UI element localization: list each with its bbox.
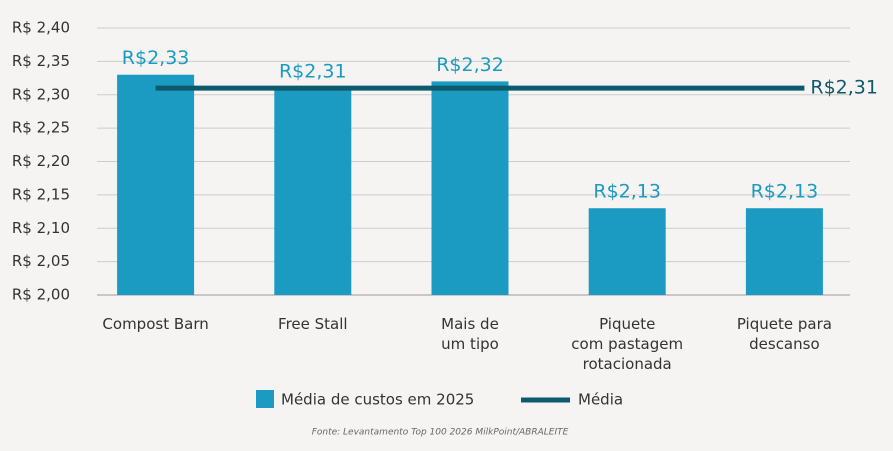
legend-label: Média de custos em 2025	[281, 391, 474, 409]
bar	[274, 88, 352, 295]
bar	[588, 208, 666, 295]
y-tick-label: R$ 2,30	[12, 85, 70, 103]
value-label: R$2,13	[751, 181, 819, 203]
bar	[745, 208, 823, 295]
y-tick-label: R$ 2,15	[12, 185, 70, 203]
y-tick-label: R$ 2,35	[12, 52, 70, 70]
source: Fonte: Levantamento Top 100 2026 MilkPoi…	[312, 428, 569, 438]
y-tick-label: R$ 2,25	[12, 119, 70, 137]
value-label: R$2,31	[279, 61, 347, 83]
x-tick-label: Piquete com pastagem rotacionada	[571, 315, 684, 373]
legend-label: Média	[578, 391, 623, 409]
value-label: R$2,33	[122, 47, 190, 69]
mean-label: R$2,31	[810, 77, 878, 99]
legend-swatch	[256, 390, 274, 408]
y-tick-label: R$ 2,05	[12, 252, 70, 270]
bar	[117, 74, 195, 295]
value-label: R$2,13	[593, 181, 661, 203]
y-tick-label: R$ 2,10	[12, 219, 70, 237]
x-tick-label: Mais de um tipo	[441, 315, 499, 353]
x-tick-label: Compost Barn	[102, 315, 209, 333]
y-tick-label: R$ 2,20	[12, 152, 70, 170]
x-tick-label: Piquete para descanso	[736, 315, 832, 353]
bar	[431, 81, 509, 296]
x-tick-label: Free Stall	[278, 315, 348, 333]
value-label: R$2,32	[436, 54, 504, 76]
y-tick-label: R$ 2,40	[12, 19, 70, 37]
y-tick-label: R$ 2,00	[12, 286, 70, 304]
